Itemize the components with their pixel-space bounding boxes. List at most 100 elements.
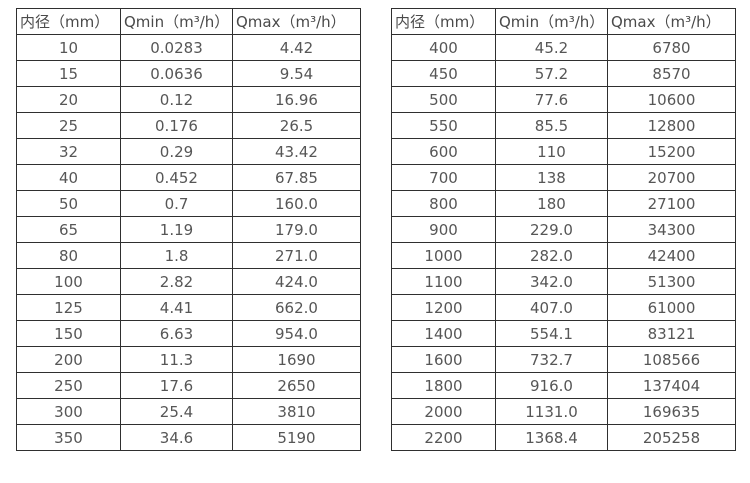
table-row: 450 57.2 8570 <box>391 60 736 87</box>
table-row: 1400 554.1 83121 <box>391 320 736 347</box>
cell: 350 <box>16 424 121 451</box>
cell: 108566 <box>607 346 736 373</box>
cell: 160.0 <box>232 190 361 217</box>
cell: 34300 <box>607 216 736 243</box>
cell: 42400 <box>607 242 736 269</box>
cell: 3810 <box>232 398 361 425</box>
cell: 25.4 <box>120 398 233 425</box>
table-row: 600 110 15200 <box>391 138 736 165</box>
cell: 0.29 <box>120 138 233 165</box>
cell: 125 <box>16 294 121 321</box>
cell: 1.8 <box>120 242 233 269</box>
table-row: 50 0.7 160.0 <box>16 190 361 217</box>
cell: 83121 <box>607 320 736 347</box>
cell: 2200 <box>391 424 496 451</box>
cell: 67.85 <box>232 164 361 191</box>
cell: 110 <box>495 138 608 165</box>
cell: 57.2 <box>495 60 608 87</box>
table-row: 300 25.4 3810 <box>16 398 361 425</box>
cell: 916.0 <box>495 372 608 399</box>
cell: 1600 <box>391 346 496 373</box>
cell: 6780 <box>607 34 736 61</box>
cell: 250 <box>16 372 121 399</box>
cell: 700 <box>391 164 496 191</box>
column-header: Qmax（m³/h） <box>607 8 736 35</box>
cell: 80 <box>16 242 121 269</box>
cell: 179.0 <box>232 216 361 243</box>
cell: 50 <box>16 190 121 217</box>
table-row: 15 0.0636 9.54 <box>16 60 361 87</box>
table-body: 400 45.2 6780 450 57.2 8570 500 77.6 10600 550 85.… <box>391 34 736 451</box>
cell: 1131.0 <box>495 398 608 425</box>
cell: 0.0283 <box>120 34 233 61</box>
table-row: 400 45.2 6780 <box>391 34 736 61</box>
table-row: 350 34.6 5190 <box>16 424 361 451</box>
column-header: Qmin（m³/h） <box>120 8 233 35</box>
cell: 300 <box>16 398 121 425</box>
cell: 4.42 <box>232 34 361 61</box>
cell: 10600 <box>607 86 736 113</box>
cell: 200 <box>16 346 121 373</box>
table-row: 65 1.19 179.0 <box>16 216 361 243</box>
cell: 45.2 <box>495 34 608 61</box>
table-row: 100 2.82 424.0 <box>16 268 361 295</box>
cell: 34.6 <box>120 424 233 451</box>
cell: 10 <box>16 34 121 61</box>
cell: 407.0 <box>495 294 608 321</box>
flow-table-left: 内径（mm） Qmin（m³/h） Qmax（m³/h） 10 0.0283 4.42 1… <box>16 8 361 451</box>
cell: 180 <box>495 190 608 217</box>
table-header-row: 内径（mm） Qmin（m³/h） Qmax（m³/h） <box>391 8 736 35</box>
cell: 51300 <box>607 268 736 295</box>
table-row: 2200 1368.4 205258 <box>391 424 736 451</box>
cell: 169635 <box>607 398 736 425</box>
table-body: 10 0.0283 4.42 15 0.0636 9.54 20 0.12 16.96 25 0.1… <box>16 34 361 451</box>
cell: 1690 <box>232 346 361 373</box>
table-row: 10 0.0283 4.42 <box>16 34 361 61</box>
table-row: 1000 282.0 42400 <box>391 242 736 269</box>
cell: 4.41 <box>120 294 233 321</box>
cell: 424.0 <box>232 268 361 295</box>
table-header-row: 内径（mm） Qmin（m³/h） Qmax（m³/h） <box>16 8 361 35</box>
cell: 2.82 <box>120 268 233 295</box>
table-row: 80 1.8 271.0 <box>16 242 361 269</box>
cell: 271.0 <box>232 242 361 269</box>
cell: 137404 <box>607 372 736 399</box>
cell: 43.42 <box>232 138 361 165</box>
cell: 2650 <box>232 372 361 399</box>
cell: 900 <box>391 216 496 243</box>
table-row: 1100 342.0 51300 <box>391 268 736 295</box>
cell: 40 <box>16 164 121 191</box>
cell: 16.96 <box>232 86 361 113</box>
cell: 1400 <box>391 320 496 347</box>
table-row: 200 11.3 1690 <box>16 346 361 373</box>
column-header: 内径（mm） <box>391 8 496 35</box>
cell: 0.176 <box>120 112 233 139</box>
cell: 0.12 <box>120 86 233 113</box>
cell: 1100 <box>391 268 496 295</box>
table-row: 1600 732.7 108566 <box>391 346 736 373</box>
cell: 25 <box>16 112 121 139</box>
cell: 150 <box>16 320 121 347</box>
cell: 550 <box>391 112 496 139</box>
cell: 5190 <box>232 424 361 451</box>
cell: 450 <box>391 60 496 87</box>
table-row: 40 0.452 67.85 <box>16 164 361 191</box>
cell: 554.1 <box>495 320 608 347</box>
cell: 732.7 <box>495 346 608 373</box>
table-row: 2000 1131.0 169635 <box>391 398 736 425</box>
cell: 15200 <box>607 138 736 165</box>
table-header-row: 内径（mm） Qmin（m³/h） Qmax（m³/h） <box>16 8 361 35</box>
column-header: 内径（mm） <box>16 8 121 35</box>
cell: 26.5 <box>232 112 361 139</box>
column-header: Qmin（m³/h） <box>495 8 608 35</box>
cell: 282.0 <box>495 242 608 269</box>
cell: 20 <box>16 86 121 113</box>
cell: 500 <box>391 86 496 113</box>
cell: 85.5 <box>495 112 608 139</box>
table-row: 125 4.41 662.0 <box>16 294 361 321</box>
table-row: 1200 407.0 61000 <box>391 294 736 321</box>
table-row: 500 77.6 10600 <box>391 86 736 113</box>
cell: 229.0 <box>495 216 608 243</box>
table-row: 20 0.12 16.96 <box>16 86 361 113</box>
cell: 1.19 <box>120 216 233 243</box>
